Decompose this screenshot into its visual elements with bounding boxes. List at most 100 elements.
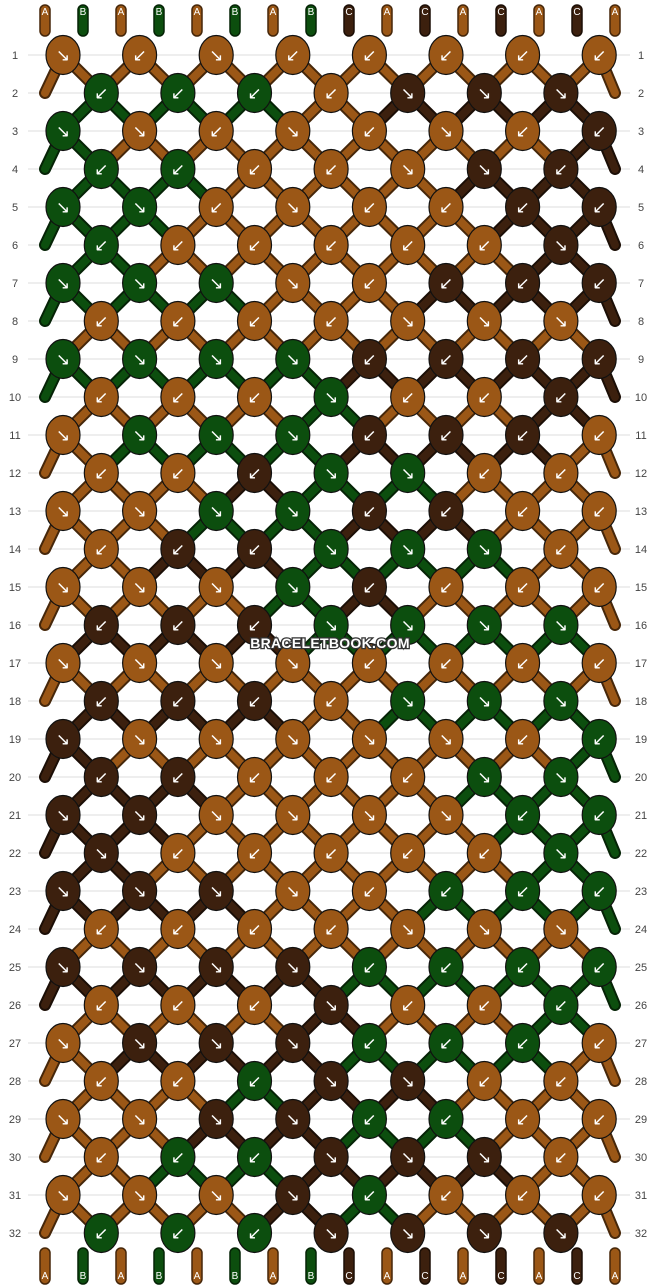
backward-knot-arrow-icon: ↙ — [94, 768, 108, 788]
backward-knot-arrow-icon: ↙ — [401, 388, 415, 408]
bottom-string-label: B — [232, 1271, 239, 1282]
knot — [504, 110, 541, 152]
knot — [428, 946, 464, 988]
knot — [236, 756, 273, 798]
backward-knot-arrow-icon: ↙ — [554, 540, 568, 560]
forward-knot-arrow-icon: ↘ — [209, 730, 223, 750]
forward-knot-arrow-icon: ↘ — [324, 1224, 338, 1244]
backward-knot-arrow-icon: ↙ — [554, 388, 568, 408]
backward-knot-arrow-icon: ↙ — [477, 844, 491, 864]
knot — [83, 832, 119, 874]
knot — [45, 1098, 81, 1140]
knot — [581, 34, 617, 76]
knot — [275, 34, 311, 76]
forward-knot-arrow-icon: ↘ — [286, 730, 300, 750]
row-number-right: 6 — [638, 240, 644, 252]
row-number-right: 2 — [638, 88, 644, 100]
knot — [160, 832, 196, 874]
backward-knot-arrow-icon: ↙ — [209, 198, 223, 218]
top-string-label: B — [232, 7, 239, 18]
row-number-left: 1 — [12, 50, 18, 62]
row-number-right: 17 — [635, 658, 647, 670]
forward-knot-arrow-icon: ↘ — [209, 1034, 223, 1054]
knot — [198, 186, 234, 228]
knot — [198, 414, 234, 456]
knot — [275, 1174, 311, 1216]
backward-knot-arrow-icon: ↙ — [94, 236, 108, 256]
knot — [122, 414, 158, 456]
forward-knot-arrow-icon: ↘ — [209, 502, 223, 522]
row-number-left: 29 — [9, 1114, 21, 1126]
forward-knot-arrow-icon: ↘ — [132, 350, 146, 370]
forward-knot-arrow-icon: ↘ — [324, 1072, 338, 1092]
forward-knot-arrow-icon: ↘ — [56, 426, 70, 446]
backward-knot-arrow-icon: ↙ — [247, 1148, 261, 1168]
top-string-end — [229, 4, 241, 37]
knot-grid: ↘ ↙ ↘ ↙ ↙ ↙ ↙ ↙ ↙ ↙ ↙ ↙ ↘ ↘ ↘ ↘ ↘ ↙ ↘ ↙ ↘ ↙ ↙ ↙ ↙ ↙ ↙ ↘ ↘ ↙ ↘ ↘ ↙ ↘ ↙ ↙ ↙ ↙ ↙ ↙… — [45, 34, 617, 1254]
row-number-right: 28 — [635, 1076, 647, 1088]
row-number-left: 20 — [9, 772, 21, 784]
knot — [581, 110, 617, 152]
backward-knot-arrow-icon: ↙ — [94, 692, 108, 712]
knot — [543, 1136, 579, 1178]
knot — [45, 414, 81, 456]
backward-knot-arrow-icon: ↙ — [94, 1072, 108, 1092]
forward-knot-arrow-icon: ↘ — [286, 198, 300, 218]
forward-knot-arrow-icon: ↘ — [132, 1186, 146, 1206]
bottom-string-end — [571, 1247, 583, 1285]
knot — [275, 794, 311, 836]
knot — [198, 566, 234, 608]
string-ends: A B A B A B A B C A C A C A C A A B A B A B A B C A C A C A C A — [39, 4, 621, 1285]
forward-knot-arrow-icon: ↘ — [286, 958, 300, 978]
top-string-label: C — [421, 7, 428, 18]
backward-knot-arrow-icon: ↙ — [439, 426, 453, 446]
forward-knot-arrow-icon: ↘ — [439, 122, 453, 142]
row-number-right: 18 — [635, 696, 647, 708]
bottom-string-end — [39, 1247, 51, 1285]
knot — [581, 338, 617, 380]
row-number-right: 26 — [635, 1000, 647, 1012]
backward-knot-arrow-icon: ↙ — [439, 274, 453, 294]
row-number-right: 23 — [635, 886, 647, 898]
top-string-end — [115, 4, 127, 37]
backward-knot-arrow-icon: ↙ — [439, 882, 453, 902]
forward-knot-arrow-icon: ↘ — [554, 312, 568, 332]
forward-knot-arrow-icon: ↘ — [554, 844, 568, 864]
knot — [160, 148, 196, 190]
forward-knot-arrow-icon: ↘ — [401, 692, 415, 712]
row-number-left: 8 — [12, 316, 18, 328]
bottom-string-label: A — [42, 1271, 49, 1282]
knot — [236, 1212, 273, 1254]
bottom-string-label: A — [118, 1271, 125, 1282]
row-number-left: 22 — [9, 848, 21, 860]
backward-knot-arrow-icon: ↙ — [401, 236, 415, 256]
knot — [390, 300, 426, 342]
backward-knot-arrow-icon: ↙ — [171, 388, 185, 408]
top-string-end — [533, 4, 545, 37]
bottom-string-label: A — [612, 1271, 619, 1282]
forward-knot-arrow-icon: ↘ — [56, 198, 70, 218]
knot — [236, 1060, 273, 1102]
knot — [160, 756, 196, 798]
row-number-left: 26 — [9, 1000, 21, 1012]
knot — [466, 680, 502, 722]
forward-knot-arrow-icon: ↘ — [477, 692, 491, 712]
forward-knot-arrow-icon: ↘ — [132, 1110, 146, 1130]
forward-knot-arrow-icon: ↘ — [401, 1072, 415, 1092]
backward-knot-arrow-icon: ↙ — [286, 46, 300, 66]
knot — [45, 566, 81, 608]
forward-knot-arrow-icon: ↘ — [132, 122, 146, 142]
knot — [122, 870, 158, 912]
forward-knot-arrow-icon: ↘ — [324, 540, 338, 560]
knot — [581, 870, 617, 912]
forward-knot-arrow-icon: ↘ — [56, 806, 70, 826]
knot — [504, 566, 541, 608]
watermark-text: BRACELETBOOK.COM — [250, 635, 410, 651]
bottom-string-label: A — [194, 1271, 201, 1282]
backward-knot-arrow-icon: ↙ — [362, 578, 376, 598]
knot — [581, 414, 617, 456]
knot — [122, 718, 158, 760]
row-number-right: 5 — [638, 202, 644, 214]
backward-knot-arrow-icon: ↙ — [592, 274, 606, 294]
knot — [122, 642, 158, 684]
